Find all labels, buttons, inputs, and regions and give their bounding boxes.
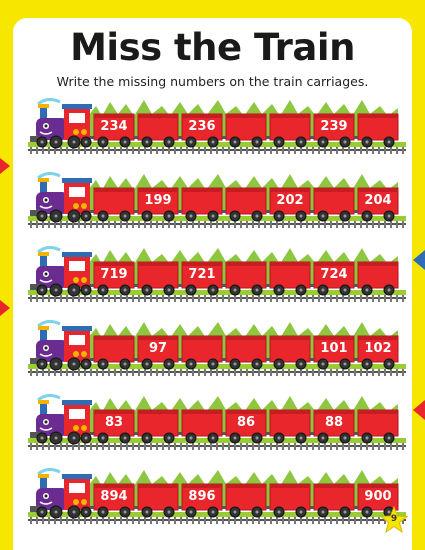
carriage-number: 724 xyxy=(320,267,348,282)
train-carriage[interactable] xyxy=(178,335,223,370)
train-row: 234 236 239 xyxy=(28,98,410,160)
train-carriage[interactable] xyxy=(354,261,399,296)
carriage-number: 239 xyxy=(320,119,348,134)
train-carriage[interactable] xyxy=(222,187,267,222)
train-illustration xyxy=(28,246,406,302)
page-number-badge: 9 xyxy=(379,505,409,534)
train-carriage[interactable] xyxy=(354,113,399,148)
train-row: 894 896 900 xyxy=(28,468,410,530)
carriage-number: 199 xyxy=(144,193,172,208)
train-carriage xyxy=(354,187,399,222)
train-carriage xyxy=(310,113,355,148)
train-carriage[interactable] xyxy=(222,335,267,370)
train-carriage xyxy=(354,483,399,518)
carriage-number: 236 xyxy=(188,119,216,134)
left-edge-triangle-lower xyxy=(0,300,10,316)
rail-track xyxy=(28,443,406,450)
carriage-number: 101 xyxy=(320,341,348,356)
train-carriage xyxy=(310,261,355,296)
train-carriage[interactable] xyxy=(354,409,399,444)
train-carriage xyxy=(178,483,223,518)
train-carriage xyxy=(354,335,399,370)
train-carriage xyxy=(90,409,135,444)
train-carriage[interactable] xyxy=(266,483,311,518)
train-row: 83 86 88 xyxy=(28,394,410,456)
train-carriage[interactable] xyxy=(222,483,267,518)
train-carriage xyxy=(90,113,135,148)
engine xyxy=(30,98,92,149)
train-carriage[interactable] xyxy=(178,187,223,222)
train-illustration xyxy=(28,320,406,376)
train-carriage xyxy=(90,261,135,296)
carriage-number: 234 xyxy=(100,119,128,134)
carriage-number: 83 xyxy=(104,415,124,430)
train-carriage[interactable] xyxy=(178,409,223,444)
train-carriage xyxy=(178,113,223,148)
engine xyxy=(30,468,92,519)
instructions-text: Write the missing numbers on the train c… xyxy=(56,74,369,89)
train-illustration xyxy=(28,172,406,228)
right-edge-triangle xyxy=(413,250,425,270)
train-carriage[interactable] xyxy=(310,187,355,222)
rail-track xyxy=(28,221,406,228)
carriage-number: 900 xyxy=(364,489,392,504)
rail-track xyxy=(28,517,406,524)
carriage-number: 97 xyxy=(148,341,168,356)
train-carriage[interactable] xyxy=(90,335,135,370)
carriage-number: 202 xyxy=(276,193,304,208)
train-carriage[interactable] xyxy=(134,261,179,296)
train-carriage[interactable] xyxy=(266,409,311,444)
train-carriage xyxy=(310,409,355,444)
train-row: 199 202 204 xyxy=(28,172,410,234)
engine xyxy=(30,394,92,445)
train-carriage[interactable] xyxy=(90,187,135,222)
train-carriage[interactable] xyxy=(266,335,311,370)
train-carriage[interactable] xyxy=(266,113,311,148)
rail-track xyxy=(28,295,406,302)
train-carriage xyxy=(178,261,223,296)
train-carriage[interactable] xyxy=(134,409,179,444)
train-carriage[interactable] xyxy=(266,261,311,296)
train-row: 97 101 102 xyxy=(28,320,410,382)
train-carriage xyxy=(90,483,135,518)
left-edge-triangle xyxy=(0,158,10,174)
carriage-number: 204 xyxy=(364,193,392,208)
page-title: Miss the Train xyxy=(70,26,355,69)
rail-track xyxy=(28,369,406,376)
carriage-number: 721 xyxy=(188,267,216,282)
right-edge-triangle-lower xyxy=(413,400,425,420)
train-carriage xyxy=(134,187,179,222)
carriage-number: 88 xyxy=(324,415,344,430)
train-carriage[interactable] xyxy=(222,113,267,148)
carriage-number: 102 xyxy=(364,341,392,356)
train-illustration xyxy=(28,468,406,524)
engine xyxy=(30,246,92,297)
train-carriage xyxy=(310,335,355,370)
train-illustration xyxy=(28,394,406,450)
train-carriage[interactable] xyxy=(134,483,179,518)
carriage-number: 719 xyxy=(100,267,128,282)
train-row: 719 721 724 xyxy=(28,246,410,308)
page-number: 9 xyxy=(390,514,398,524)
carriage-number: 896 xyxy=(188,489,216,504)
star-badge-icon xyxy=(379,505,409,534)
carriage-number: 86 xyxy=(236,415,256,430)
train-carriage xyxy=(222,409,267,444)
engine xyxy=(30,320,92,371)
carriage-number: 894 xyxy=(100,489,128,504)
train-carriage xyxy=(266,187,311,222)
train-illustration xyxy=(28,98,406,154)
engine xyxy=(30,172,92,223)
train-carriage[interactable] xyxy=(222,261,267,296)
train-carriage xyxy=(134,335,179,370)
train-carriage[interactable] xyxy=(310,483,355,518)
train-carriage[interactable] xyxy=(134,113,179,148)
rail-track xyxy=(28,147,406,154)
